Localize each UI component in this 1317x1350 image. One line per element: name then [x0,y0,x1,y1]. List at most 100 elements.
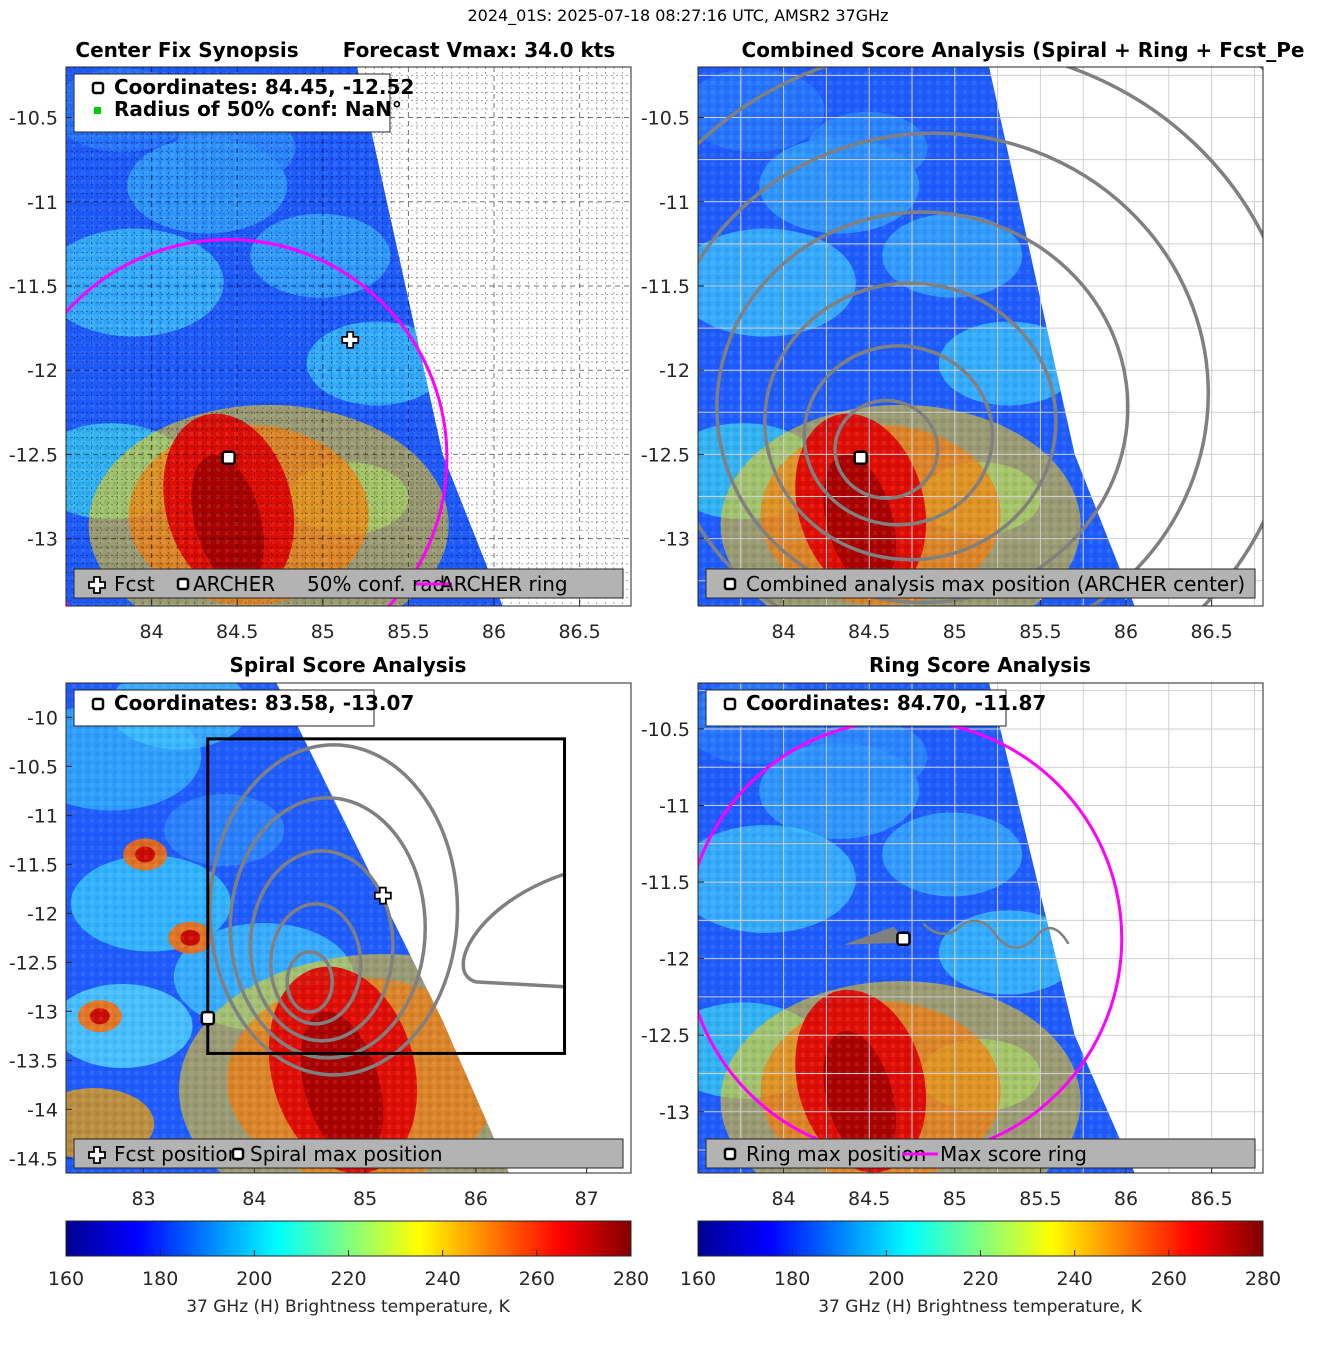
axes-frame [65,66,632,607]
legend-center-fix: Fcst ARCHER 50% conf. rad.ARCHER ring [73,568,624,599]
axes-frame [65,682,632,1174]
legend-spiral: Fcst position Spiral max position [73,1138,624,1169]
square-marker-icon [723,1147,737,1161]
x-tick-label: 83 [131,1188,155,1210]
x-tick-label: 85.5 [387,621,429,643]
y-tick-label: -12.5 [9,444,58,466]
ring-contour-line [922,919,1070,949]
green-square-icon [94,107,101,114]
square-marker-icon [723,697,737,711]
legend-entry: Ring max position [746,1142,926,1166]
x-tick-label: 86 [464,1188,488,1210]
contour-line [833,398,940,500]
square-marker-icon [91,81,105,95]
x-tick-label: 86 [482,621,506,643]
colorbar-tick-label: 200 [236,1268,272,1290]
y-tick-label: -12 [27,903,58,925]
y-tick-label: -10.5 [641,719,690,741]
y-tick-label: -14.5 [9,1148,58,1170]
x-tick-label: 86.5 [1190,1188,1232,1210]
colorbar-tick-label: 160 [48,1268,84,1290]
contour-line [802,344,995,527]
y-tick-label: -13 [27,1001,58,1023]
colorbar-tick-label: 160 [680,1268,716,1290]
x-tick-label: 85 [353,1188,377,1210]
contour-line [248,849,395,1043]
combined-score-panel: 84 84.5 85 85.5 86 86.5 -10.5 -11 -11.5 -12 -12.5 -… [641,66,1264,643]
y-tick-label: -11 [27,805,58,827]
plus-marker-icon [88,576,106,594]
info-box-frame [73,73,391,133]
x-tick-label: 84 [772,621,796,643]
x-tick-label: 85.5 [1019,621,1061,643]
y-tick-label: -12 [659,360,690,382]
x-tick-label: 84 [140,621,164,643]
legend-frame [705,1138,1256,1169]
colorbar-right: 160 180 200 220 240 260 280 37 GHz (H) Brightn… [680,1220,1281,1317]
square-marker-icon [91,697,105,711]
contour-line [763,281,1058,562]
contour-line [461,872,566,989]
contours-combined [698,67,1263,606]
y-tick-label: -11 [659,796,690,818]
y-tick-label: -13 [659,529,690,551]
x-tick-label: 86 [1114,621,1138,643]
y-tick-label: -10.5 [9,108,58,130]
y-tick-label: -11.5 [641,276,690,298]
axes-frame [697,682,1264,1174]
y-tick-label: -12 [27,360,58,382]
y-tick-label: -11 [27,192,58,214]
y-tick-label: -10 [27,707,58,729]
x-tick-label: 86 [1114,1188,1138,1210]
contour-line [698,131,1210,606]
x-tick-label: 84.5 [216,621,258,643]
contour-line [285,950,334,1014]
x-tick-label: 86.5 [1190,621,1232,643]
contour-line [268,902,363,1026]
legend-frame [73,568,624,599]
legend-entry: Combined analysis max position (ARCHER c… [746,572,1245,596]
y-tick-label: -11 [659,192,690,214]
axes-frame [697,66,1264,607]
x-tick-label: 84.5 [848,1188,890,1210]
info-box-spiral: Coordinates: 83.58, -13.07 [73,689,414,727]
panel1-title-right: Forecast Vmax: 34.0 kts [343,38,616,62]
colorbar-tick-label: 260 [519,1268,555,1290]
plus-marker-icon [88,1146,106,1164]
colorbar-tick-label: 180 [774,1268,810,1290]
legend-frame [705,568,1256,599]
ring-max-marker [896,931,911,946]
legend-combined: Combined analysis max position (ARCHER c… [705,568,1256,599]
x-tick-label: 85 [943,621,967,643]
square-marker-icon [231,1147,245,1161]
x-tick-label: 85.5 [1019,1188,1061,1210]
contours-spiral [208,743,566,1077]
y-tick-label: -13.5 [9,1050,58,1072]
spiral-max-marker [200,1010,216,1026]
spiral-score-panel: 83 84 85 86 87 -10 -10.5 -11 -11.5 -12 -12.5 -13 -13… [9,682,632,1210]
x-tick-label: 84 [772,1188,796,1210]
panel1-title-left: Center Fix Synopsis [75,38,298,62]
legend-entry: Max score ring [940,1142,1087,1166]
colorbar-right-label: 37 GHz (H) Brightness temperature, K [818,1297,1142,1317]
x-tick-label: 87 [575,1188,599,1210]
grid-ring [698,683,1263,1173]
panel2-title: Combined Score Analysis (Spiral + Ring +… [742,38,1305,62]
info-line: Radius of 50% conf: NaN° [114,97,402,121]
contour-line [208,743,460,1077]
y-tick-label: -10.5 [641,108,690,130]
x-tick-label: 84 [242,1188,266,1210]
colorbar-tick-label: 240 [425,1268,461,1290]
main-title: 2024_01S: 2025-07-18 08:27:16 UTC, AMSR2… [467,6,888,26]
x-tick-label: 84.5 [848,621,890,643]
colorbar-tick-label: 220 [330,1268,366,1290]
y-tick-label: -12.5 [641,1025,690,1047]
x-tick-label: 85 [311,621,335,643]
y-tick-label: -10.5 [9,756,58,778]
legend-frame [73,1138,624,1169]
grid-combined [698,67,1263,606]
colorbar-tick-label: 260 [1151,1268,1187,1290]
score-ring [66,238,449,606]
